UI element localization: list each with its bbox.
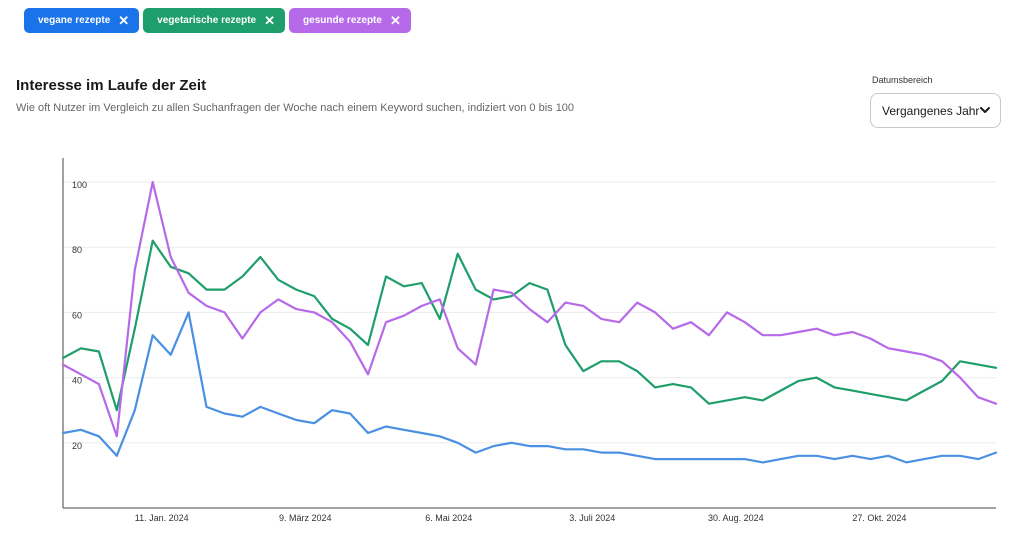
keyword-chips: vegane rezepte ✕ vegetarische rezepte ✕ … <box>24 8 411 33</box>
close-icon[interactable]: ✕ <box>264 13 276 28</box>
series-line-vegetarische-rezepte <box>61 239 998 412</box>
x-tick-label: 30. Aug. 2024 <box>708 513 764 523</box>
y-tick-label: 60 <box>72 310 82 320</box>
series-line-vegane-rezepte <box>61 311 998 464</box>
keyword-chip-vegetarische[interactable]: vegetarische rezepte ✕ <box>143 8 286 33</box>
keyword-chip-gesunde[interactable]: gesunde rezepte ✕ <box>289 8 411 33</box>
y-tick-label: 100 <box>72 180 87 190</box>
close-icon[interactable]: ✕ <box>389 13 401 28</box>
chart-title: Interesse im Laufe der Zeit <box>16 77 207 94</box>
date-range-value: Vergangenes Jahr <box>882 103 980 118</box>
chip-label: vegane rezepte <box>38 15 111 26</box>
x-tick-label: 27. Okt. 2024 <box>852 513 906 523</box>
chart-subtitle: Wie oft Nutzer im Vergleich zu allen Suc… <box>16 102 575 114</box>
y-tick-label: 40 <box>72 376 82 386</box>
y-tick-label: 20 <box>72 441 82 451</box>
x-tick-label: 3. Juli 2024 <box>569 513 615 523</box>
chip-label: gesunde rezepte <box>303 15 382 26</box>
x-tick-label: 11. Jan. 2024 <box>135 513 189 523</box>
date-range-select[interactable]: Vergangenes Jahr <box>870 93 1001 128</box>
date-range-label: Datumsbereich <box>872 75 933 85</box>
series-line-gesunde-rezepte <box>61 180 998 438</box>
x-tick-label: 9. März 2024 <box>279 513 332 523</box>
chevron-down-icon <box>980 107 990 113</box>
y-tick-label: 80 <box>72 245 82 255</box>
close-icon[interactable]: ✕ <box>118 13 130 28</box>
chip-label: vegetarische rezepte <box>157 15 257 26</box>
keyword-chip-vegane[interactable]: vegane rezepte ✕ <box>24 8 140 33</box>
x-tick-label: 6. Mai 2024 <box>425 513 472 523</box>
